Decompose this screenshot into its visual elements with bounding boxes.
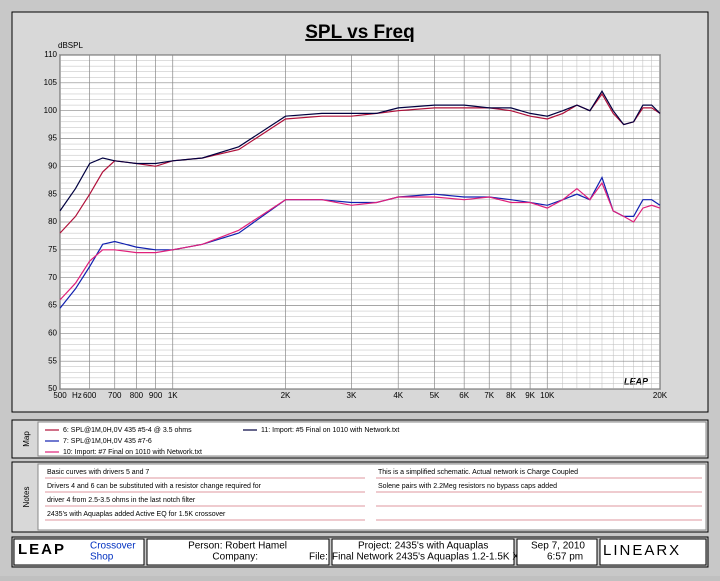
- notes-area: [37, 463, 707, 531]
- x-tick-label: 2K: [281, 391, 291, 400]
- person-box: [146, 538, 330, 566]
- note-line: Basic curves with drivers 5 and 7: [47, 469, 149, 476]
- y-tick-label: 90: [48, 161, 57, 170]
- x-tick-label: 600: [83, 391, 97, 400]
- y-tick-label: 70: [48, 273, 57, 282]
- app-name: Shop: [90, 552, 114, 563]
- y-tick-label: 55: [48, 356, 57, 365]
- logo: LEAP: [18, 541, 66, 558]
- project-box: [331, 538, 515, 566]
- time: 6:57 pm: [547, 552, 583, 563]
- note-line: 2435's with Aquaplas added Active EQ for…: [47, 511, 226, 518]
- y-tick-label: 75: [48, 245, 57, 254]
- project: Project: 2435's with Aquaplas: [358, 541, 488, 552]
- map-label: Map: [22, 431, 31, 447]
- notes-label: Notes: [22, 487, 31, 508]
- watermark: LEAP: [624, 376, 649, 386]
- x-tick-label: 7K: [484, 391, 494, 400]
- y-tick-label: 85: [48, 189, 57, 198]
- x-tick-label: 8K: [506, 391, 516, 400]
- brand-box: [599, 538, 707, 566]
- date-box: [516, 538, 598, 566]
- company: Company:: [212, 552, 258, 563]
- date: Sep 7, 2010: [531, 541, 585, 552]
- y-tick-label: 100: [44, 106, 58, 115]
- x-tick-label: 800: [130, 391, 144, 400]
- file-label: File:: [309, 552, 328, 563]
- y-tick-label: 110: [44, 50, 57, 59]
- y-tick-label: 50: [48, 384, 57, 393]
- x-tick-label: 3K: [347, 391, 357, 400]
- x-tick-label: 10K: [540, 391, 555, 400]
- note-line: driver 4 from 2.5-3.5 ohms in the last n…: [47, 497, 196, 504]
- legend-entry: 10: Import: #7 Final on 1010 with Networ…: [63, 449, 202, 456]
- y-tick-label: 95: [48, 134, 57, 143]
- person: Person: Robert Hamel: [188, 541, 287, 552]
- x-tick-label: 700: [108, 391, 122, 400]
- legend-entry: 7: SPL@1M,0H,0V 435 #7-6: [63, 438, 152, 445]
- file: Final Network 2435's Aquaplas 1.2-1.5K X…: [332, 552, 550, 563]
- x-tick-label: 20K: [653, 391, 668, 400]
- chart-title: SPL vs Freq: [305, 22, 414, 43]
- y-tick-label: 65: [48, 301, 57, 310]
- y-axis-label: dBSPL: [58, 41, 83, 50]
- x-tick-label: 6K: [459, 391, 469, 400]
- x-tick-label: 500: [53, 391, 67, 400]
- map-area: [37, 421, 707, 457]
- legend-entry: 11: Import: #5 Final on 1010 with Networ…: [261, 427, 399, 434]
- note-line: Solene pairs with 2.2Meg resistors no by…: [378, 483, 557, 490]
- x-tick-label: 9K: [525, 391, 535, 400]
- y-tick-label: 105: [44, 78, 58, 87]
- series-line: [59, 90, 661, 212]
- x-tick-label: 4K: [393, 391, 403, 400]
- x-tick-label: 5K: [430, 391, 440, 400]
- x-axis-label: Hz: [72, 391, 82, 400]
- app-name: Crossover: [90, 541, 136, 552]
- note-line: This is a simplified schematic. Actual n…: [378, 469, 578, 476]
- series-line: [59, 181, 661, 301]
- x-tick-label: 900: [149, 391, 163, 400]
- logo-box: [13, 538, 145, 566]
- brand: LINEARX: [603, 542, 681, 559]
- y-tick-label: 60: [48, 328, 57, 337]
- x-tick-label: 1K: [168, 391, 178, 400]
- legend-entry: 6: SPL@1M,0H,0V 435 #5-4 @ 3.5 ohms: [63, 427, 192, 434]
- y-tick-label: 80: [48, 217, 57, 226]
- note-line: Drivers 4 and 6 can be substituted with …: [47, 483, 262, 490]
